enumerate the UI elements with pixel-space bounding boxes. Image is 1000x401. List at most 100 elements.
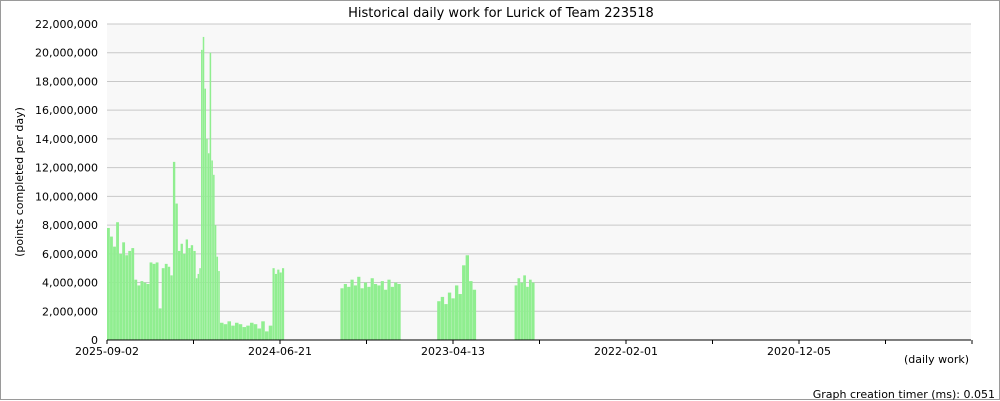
bar: [155, 262, 159, 340]
bar: [454, 285, 459, 340]
bar: [357, 276, 361, 340]
bar: [390, 286, 394, 340]
bar: [207, 153, 210, 340]
bar: [350, 279, 354, 340]
bar: [223, 324, 228, 340]
bar: [125, 255, 129, 340]
y-tick-label: 10,000,000: [35, 190, 98, 203]
bar: [172, 161, 176, 340]
bar: [253, 324, 258, 340]
bar: [231, 325, 235, 340]
bar: [199, 268, 201, 340]
bar: [374, 283, 378, 340]
bar: [211, 160, 213, 340]
y-tick-label: 12,000,000: [35, 162, 98, 175]
bar: [218, 271, 220, 340]
bar: [272, 268, 275, 340]
bar: [161, 268, 165, 340]
x-tick-label: 2023-04-13: [421, 345, 485, 358]
bar: [363, 282, 368, 340]
bar: [340, 288, 344, 340]
bar: [128, 250, 132, 340]
bar: [462, 265, 466, 340]
bar: [238, 324, 243, 340]
y-tick-label: 16,000,000: [35, 104, 98, 117]
bar: [380, 281, 384, 340]
bar: [158, 308, 162, 340]
y-tick-label: 18,000,000: [35, 75, 98, 88]
bar: [465, 255, 469, 340]
bar: [444, 304, 448, 340]
bar: [216, 256, 219, 340]
bar: [140, 281, 144, 340]
bar: [246, 325, 250, 340]
y-tick-label: 14,000,000: [35, 133, 98, 146]
y-axis-ticks: 0 2,000,000 4,000,000 6,000,000 8,000,000 10,…: [35, 18, 98, 347]
bar: [178, 250, 181, 340]
bar: [367, 286, 371, 340]
bar: [201, 49, 203, 340]
bar: [281, 268, 285, 340]
x-axis-ticks: 2025-09-02 2024-06-21 2023-04-13 2022-02-01…: [75, 340, 973, 358]
bar: [143, 282, 147, 340]
bar: [190, 245, 194, 340]
bar: [204, 88, 206, 340]
bar: [152, 263, 156, 340]
bar: [343, 283, 347, 340]
bar: [170, 275, 173, 340]
plot-area: [107, 24, 971, 340]
bar: [451, 298, 455, 340]
bar: [227, 321, 232, 340]
bar: [242, 327, 247, 340]
bar: [397, 283, 401, 340]
bar: [261, 321, 265, 340]
bar: [149, 262, 153, 340]
y-tick-label: 22,000,000: [35, 18, 98, 31]
bar: [353, 285, 358, 340]
bar: [360, 288, 364, 340]
grid-lines: [107, 23, 971, 312]
bar: [264, 331, 269, 340]
bar: [268, 325, 273, 340]
bar: [202, 36, 205, 341]
bar: [234, 322, 239, 340]
y-tick-label: 6,000,000: [42, 248, 98, 261]
bar: [183, 253, 186, 340]
bar: [523, 275, 526, 340]
x-axis-label: (daily work): [904, 353, 969, 366]
bar: [180, 243, 183, 340]
bar: [213, 174, 215, 340]
bar: [209, 52, 212, 340]
bar: [347, 286, 351, 340]
bar: [440, 296, 445, 340]
bar: [517, 278, 521, 340]
bar: [107, 227, 110, 340]
bar: [116, 222, 119, 340]
bar: [195, 278, 198, 340]
bar: [134, 279, 138, 340]
bar: [206, 138, 208, 340]
bar: [529, 279, 532, 340]
bar: [185, 239, 189, 340]
bar: [437, 301, 441, 340]
footer-timer: Graph creation timer (ms): 0.051: [813, 388, 995, 401]
bar: [110, 236, 113, 340]
bar: [219, 322, 224, 340]
y-tick-label: 20,000,000: [35, 47, 98, 60]
bar: [249, 322, 254, 340]
bar: [146, 283, 150, 340]
bar: [458, 294, 462, 340]
x-tick-label: 2024-06-21: [248, 345, 312, 358]
y-tick-label: 4,000,000: [42, 277, 98, 290]
x-tick-label: 2025-09-02: [75, 345, 139, 358]
bar: [279, 272, 282, 340]
y-tick-label: 2,000,000: [42, 305, 98, 318]
bar: [164, 263, 168, 340]
bar: [531, 282, 535, 340]
y-tick-label: 8,000,000: [42, 219, 98, 232]
bar: [119, 253, 123, 340]
bar: [394, 282, 398, 340]
bar: [447, 292, 452, 340]
